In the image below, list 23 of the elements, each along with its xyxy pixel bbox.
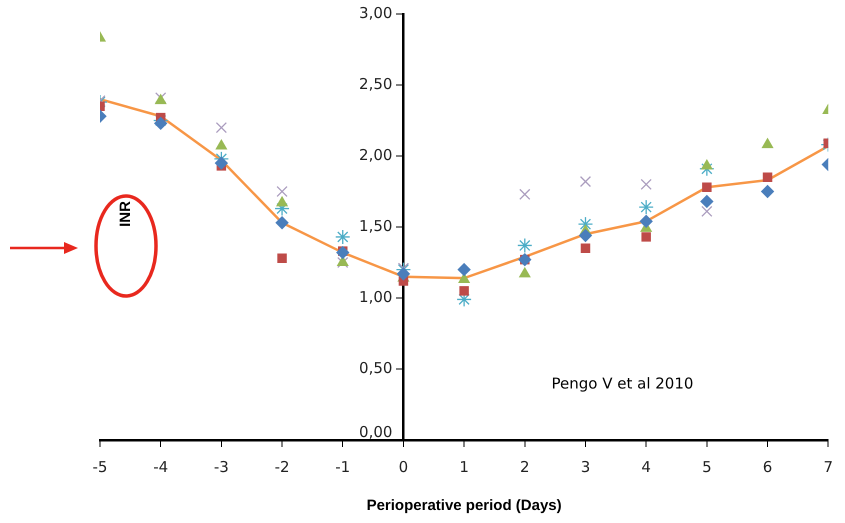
y-tick-label: 2,00 [359,146,392,164]
x-tick-label: 2 [520,458,530,476]
y-tick-label: 2,50 [359,74,392,93]
annotation: Pengo V et al 2010 [552,374,694,393]
x-tick-label: 1 [459,458,469,476]
x-tick-label: -2 [274,458,290,476]
y-tick-label: 3,00 [359,4,392,22]
x-axis-title: Perioperative period (Days) [366,497,562,514]
y-tick-label: 1,50 [359,216,392,235]
y-axis-title: INR [117,200,134,227]
x-tick-label: -3 [214,458,229,476]
x-tick-label: 6 [762,458,772,476]
x-tick-label: -5 [92,458,108,476]
x-tick-label: 3 [580,458,590,476]
y-tick-label: 0,00 [359,422,392,441]
x-tick-label: -1 [335,458,350,476]
x-tick-label: 7 [823,458,833,476]
x-tick-label: 4 [641,458,651,476]
x-tick-label: 5 [702,458,712,476]
x-tick-label: 0 [398,458,408,476]
y-tick-label: 1,00 [359,288,392,306]
x-tick-label: -4 [153,458,168,476]
y-tick-label: 0,50 [359,358,392,377]
